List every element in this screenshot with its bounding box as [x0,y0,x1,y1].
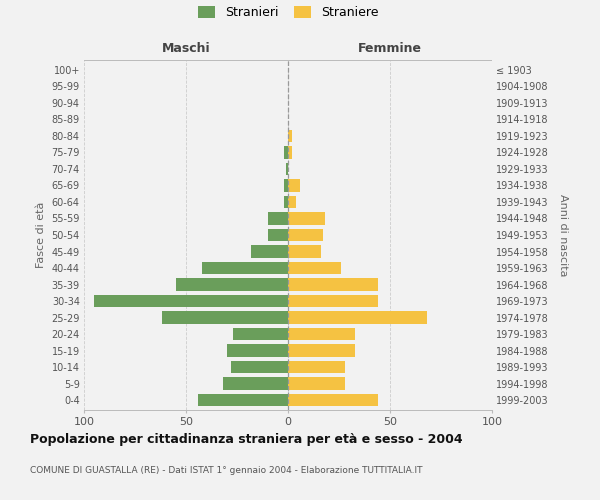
Bar [288,378,345,390]
Bar [161,312,288,324]
Bar [268,229,288,241]
Bar [288,361,345,374]
Bar [288,394,378,406]
Bar [286,163,288,175]
Text: Femmine: Femmine [358,42,422,55]
Bar [288,278,378,290]
Bar [284,196,288,208]
Bar [288,229,323,241]
Bar [288,212,325,224]
Bar [288,146,292,158]
Bar [202,262,288,274]
Bar [176,278,288,290]
Bar [288,262,341,274]
Bar [223,378,288,390]
Bar [231,361,288,374]
Text: Maschi: Maschi [161,42,211,55]
Bar [288,344,355,357]
Bar [284,146,288,158]
Legend: Stranieri, Straniere: Stranieri, Straniere [197,6,379,19]
Bar [288,328,355,340]
Text: Popolazione per cittadinanza straniera per età e sesso - 2004: Popolazione per cittadinanza straniera p… [30,432,463,446]
Bar [198,394,288,406]
Bar [94,295,288,307]
Bar [288,180,300,192]
Bar [284,180,288,192]
Y-axis label: Fasce di età: Fasce di età [36,202,46,268]
Bar [268,212,288,224]
Bar [288,246,320,258]
Bar [233,328,288,340]
Bar [227,344,288,357]
Bar [288,295,378,307]
Bar [288,196,296,208]
Text: COMUNE DI GUASTALLA (RE) - Dati ISTAT 1° gennaio 2004 - Elaborazione TUTTITALIA.: COMUNE DI GUASTALLA (RE) - Dati ISTAT 1°… [30,466,422,475]
Bar [288,312,427,324]
Bar [251,246,288,258]
Bar [288,130,292,142]
Y-axis label: Anni di nascita: Anni di nascita [559,194,568,276]
